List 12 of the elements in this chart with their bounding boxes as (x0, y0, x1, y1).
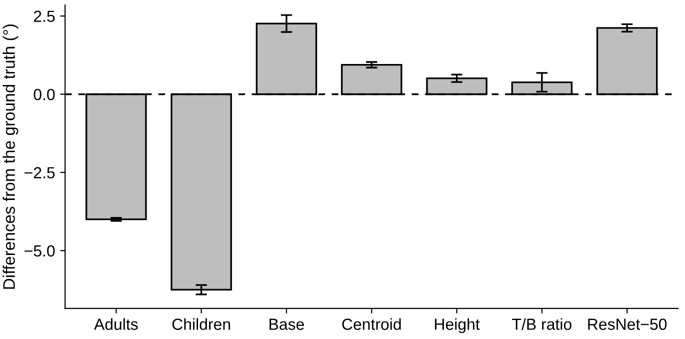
y-tick-label: −5.0 (24, 245, 55, 257)
y-tick-label: 0.0 (34, 88, 55, 100)
x-tick-label: ResNet−50 (588, 318, 667, 330)
x-tick-label: Children (172, 318, 230, 330)
y-tick-label: −2.5 (24, 167, 55, 178)
y-tick-label: 2.5 (34, 10, 55, 22)
x-tick-label: T/B ratio (512, 318, 572, 330)
x-tick-label: Adults (94, 318, 138, 330)
x-tick-label: Height (434, 318, 480, 334)
y-axis-title: Differences from the ground truth (°) (2, 24, 18, 289)
x-tick-label: Centroid (342, 318, 401, 330)
x-tick-label: Base (270, 318, 304, 330)
